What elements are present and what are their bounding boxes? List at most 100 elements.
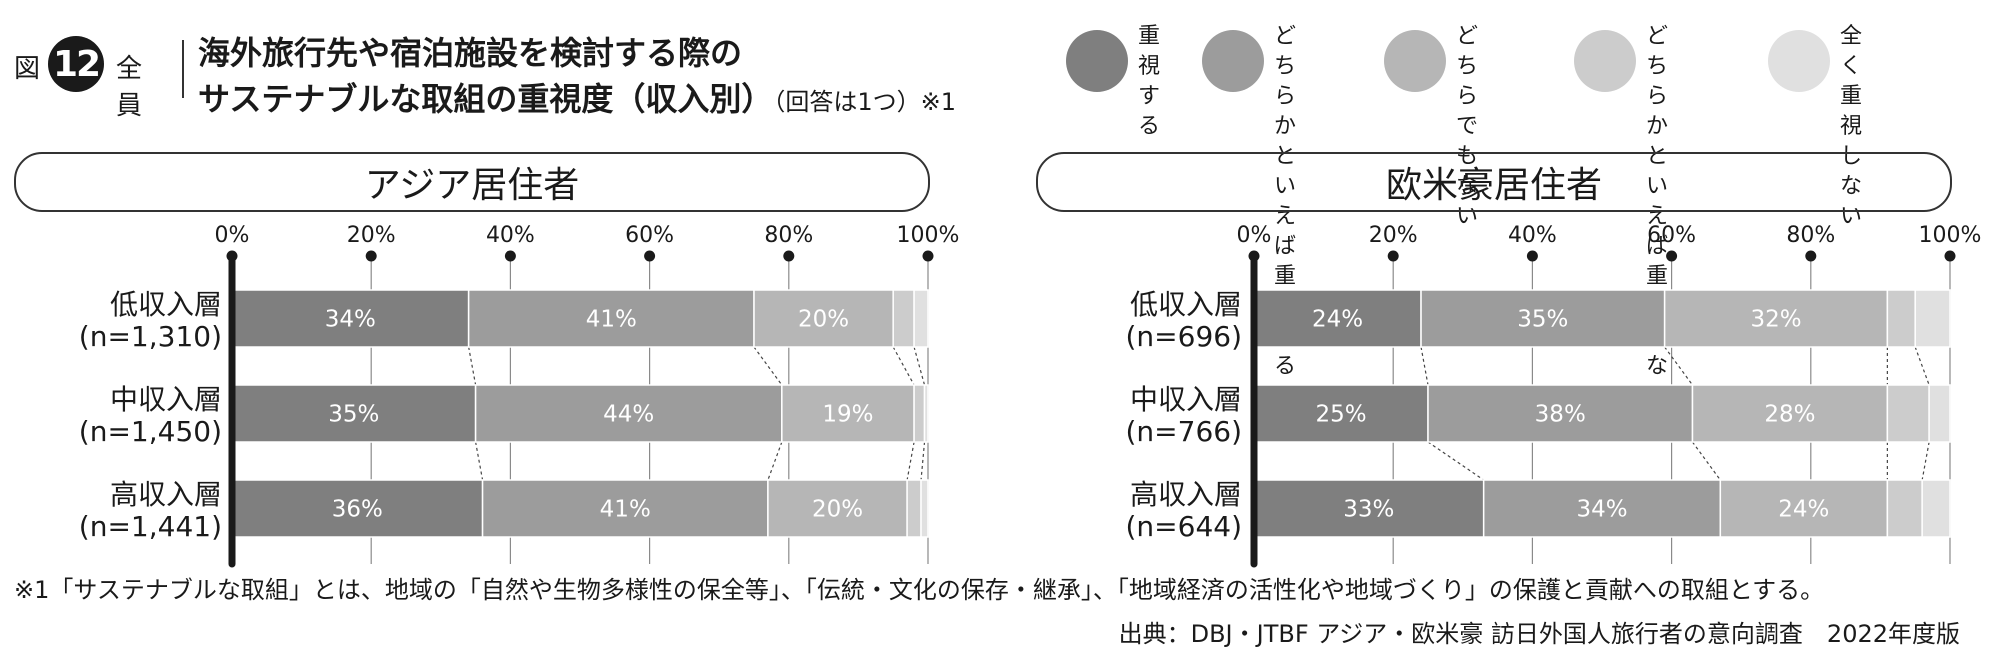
asia-connector-line	[753, 346, 783, 386]
chart-title-line1: 海外旅行先や宿泊施設を検討する際の	[198, 34, 743, 72]
asia-tick-dot	[365, 250, 377, 262]
asia-bar-segment	[231, 289, 470, 348]
western-data-label: 32%	[1750, 307, 1801, 333]
source-citation: 出典：DBJ・JTBF アジア・欧米豪 訪日外国人旅行者の意向調査 2022年度…	[1118, 620, 1960, 648]
western-tick-dot	[1387, 250, 1399, 262]
asia-sample-size-label: (n=1,310)	[79, 320, 222, 353]
western-sample-size-label: (n=766)	[1126, 415, 1243, 448]
asia-tick-dot	[644, 250, 656, 262]
asia-connector-line	[468, 346, 477, 386]
western-tick-dot	[1805, 250, 1817, 262]
asia-tick-label: 20%	[347, 223, 396, 248]
western-bar-segment	[1886, 289, 1916, 348]
asia-tick-dot	[922, 250, 934, 262]
western-data-label: 25%	[1315, 402, 1366, 428]
asia-data-label: 36%	[332, 497, 383, 523]
western-bar-segment	[1886, 384, 1930, 443]
asia-bar-segment	[913, 289, 929, 348]
legend-label: どちらでも ない	[1456, 24, 1479, 229]
chart-title-line2: サステナブルな取組の重視度（収入別）（回答は1つ）※1	[198, 74, 956, 120]
western-category-label: 中収入層	[1130, 383, 1242, 416]
western-bar-segment	[1420, 289, 1666, 348]
asia-category-label: 低収入層	[110, 288, 222, 321]
western-tick-label: 40%	[1508, 223, 1557, 248]
asia-connector-line	[475, 441, 484, 481]
asia-tick-label: 60%	[625, 223, 674, 248]
western-bar-segment	[1482, 479, 1722, 538]
asia-bar-segment	[467, 289, 755, 348]
western-data-label: 24%	[1312, 307, 1363, 333]
figure-scope: 全員	[116, 54, 143, 121]
asia-bar-segment	[892, 289, 915, 348]
asia-data-label: 41%	[600, 497, 651, 523]
chart-title-note: （回答は1つ）※1	[773, 88, 957, 116]
asia-data-label: 34%	[325, 307, 376, 333]
western-bar-segment	[1921, 479, 1951, 538]
asia-sample-size-label: (n=1,450)	[79, 415, 222, 448]
western-bar-segment	[1928, 384, 1951, 443]
western-connector-line	[1921, 441, 1930, 481]
asia-connector-line	[767, 441, 783, 481]
western-connector-line	[1914, 346, 1930, 386]
western-tick-dot	[1526, 250, 1538, 262]
legend-swatch	[1202, 30, 1264, 92]
western-bar-segment	[1914, 289, 1951, 348]
asia-bar-segment	[767, 479, 908, 538]
asia-connector-line	[906, 441, 915, 481]
western-tick-label: 80%	[1786, 223, 1835, 248]
western-bar-segment	[1886, 479, 1923, 538]
western-bar-segment	[1663, 289, 1889, 348]
asia-sample-size-label: (n=1,441)	[79, 510, 222, 543]
asia-data-label: 35%	[328, 402, 379, 428]
legend-swatch	[1384, 30, 1446, 92]
western-bar-segment	[1253, 384, 1429, 443]
legend-swatch	[1066, 30, 1128, 92]
western-sample-size-label: (n=644)	[1126, 510, 1243, 543]
western-tick-label: 60%	[1647, 223, 1696, 248]
western-connector-line	[1691, 441, 1721, 481]
asia-bar-segment	[231, 384, 477, 443]
asia-data-label: 20%	[798, 307, 849, 333]
western-data-label: 35%	[1517, 307, 1568, 333]
asia-connector-line	[892, 346, 915, 386]
asia-bar-segment	[781, 384, 915, 443]
figure-label: 図	[14, 54, 41, 84]
western-tick-label: 0%	[1237, 223, 1272, 248]
western-bar-segment	[1253, 289, 1422, 348]
western-connector-line	[1427, 441, 1485, 481]
asia-group-title: アジア居住者	[14, 152, 930, 212]
asia-tick-label: 40%	[486, 223, 535, 248]
western-connector-line	[1664, 346, 1693, 386]
asia-tick-dot	[504, 250, 516, 262]
asia-bar-segment	[913, 384, 926, 443]
western-tick-label: 20%	[1369, 223, 1418, 248]
asia-tick-label: 80%	[764, 223, 813, 248]
legend-swatch	[1768, 30, 1830, 92]
asia-category-label: 高収入層	[110, 478, 222, 511]
western-connector-line	[1420, 346, 1429, 386]
western-bar-segment	[1427, 384, 1694, 443]
asia-tick-label: 100%	[897, 223, 960, 248]
asia-bar-segment	[923, 384, 929, 443]
chart-title-line2-text: サステナブルな取組の重視度（収入別）	[198, 80, 774, 118]
asia-connector-line	[913, 346, 926, 386]
asia-tick-label: 0%	[215, 223, 250, 248]
asia-data-label: 41%	[586, 307, 637, 333]
western-data-label: 24%	[1778, 497, 1829, 523]
western-bar-segment	[1691, 384, 1889, 443]
asia-bar-segment	[481, 479, 769, 538]
western-tick-dot	[1944, 250, 1956, 262]
western-data-label: 33%	[1343, 497, 1394, 523]
asia-data-label: 44%	[603, 402, 654, 428]
western-tick-label: 100%	[1919, 223, 1982, 248]
asia-data-label: 19%	[822, 402, 873, 428]
asia-category-label: 中収入層	[110, 383, 222, 416]
western-sample-size-label: (n=696)	[1126, 320, 1243, 353]
asia-data-label: 20%	[812, 497, 863, 523]
western-data-label: 28%	[1764, 402, 1815, 428]
western-group-title: 欧米豪居住者	[1036, 152, 1952, 212]
figure-number-badge: 12	[48, 36, 104, 92]
legend-swatch	[1574, 30, 1636, 92]
legend-label: 全く 重視しない	[1840, 24, 1863, 229]
